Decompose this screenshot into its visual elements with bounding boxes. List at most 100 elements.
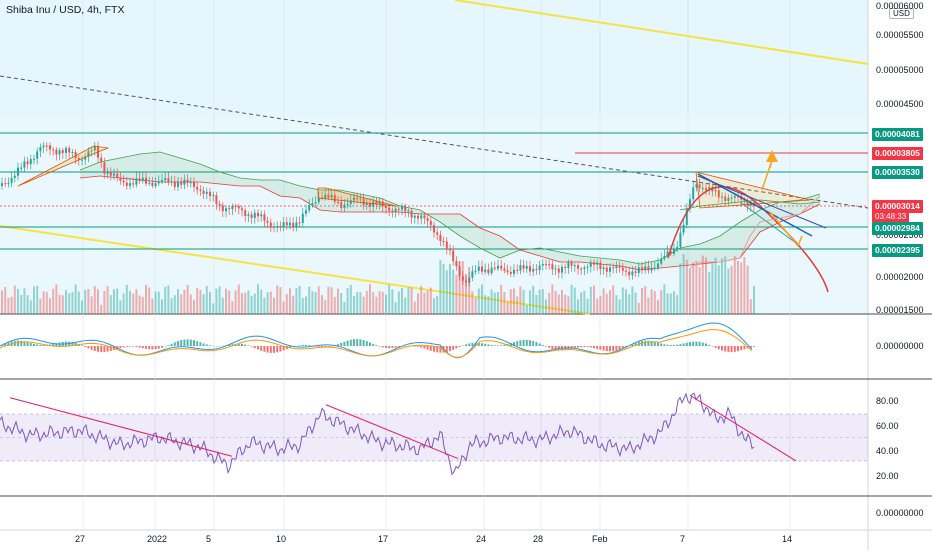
red-arc-projection	[667, 186, 829, 293]
volume-bar	[218, 286, 221, 314]
candle-body	[391, 210, 394, 212]
candle-body	[743, 199, 746, 201]
candle-body	[170, 181, 173, 183]
volume-bar	[298, 285, 301, 314]
candle-body	[362, 198, 365, 205]
volume-bar	[180, 294, 183, 314]
macd-bar	[36, 344, 39, 346]
candle-body	[55, 149, 58, 155]
macd-bar	[164, 346, 167, 347]
candle-body	[695, 184, 698, 188]
candle-body	[247, 214, 250, 217]
macd-bar	[602, 346, 605, 351]
candle-body	[381, 201, 384, 207]
volume-bar	[234, 290, 237, 314]
candle-body	[724, 196, 727, 202]
chart-title: Shiba Inu / USD, 4h, FTX	[6, 4, 125, 16]
volume-bar	[109, 295, 112, 314]
macd-bar	[7, 342, 10, 346]
candle-body	[365, 203, 368, 205]
volume-bar	[522, 289, 525, 314]
volume-bar	[209, 291, 211, 314]
volume-bar	[36, 285, 39, 314]
volume-bar	[641, 288, 643, 314]
macd-bar	[337, 344, 339, 346]
macd-bar	[740, 346, 743, 351]
volume-bar	[532, 285, 535, 314]
candle-body	[650, 268, 653, 271]
volume-bar	[673, 291, 675, 314]
volume-bar	[90, 296, 93, 314]
volume-bar	[221, 297, 224, 314]
macd-bar	[33, 343, 35, 346]
candle-body	[77, 158, 80, 160]
macd-bar	[599, 346, 602, 350]
candle-body	[666, 251, 669, 256]
macd-bar	[596, 346, 599, 349]
volume-bar	[583, 290, 586, 314]
candle-body	[503, 268, 506, 271]
volume-bar	[183, 289, 186, 314]
candle-body	[193, 182, 195, 187]
macd-bar	[145, 346, 147, 349]
macd-bar	[717, 346, 720, 350]
macd-bar	[317, 346, 320, 347]
macd-bar	[647, 340, 650, 346]
macd-bar	[100, 346, 103, 353]
candle-body	[221, 205, 224, 212]
macd-bar	[221, 345, 224, 347]
volume-bar	[23, 288, 26, 314]
volume-bar	[660, 290, 663, 314]
volume-bar	[634, 292, 637, 314]
macd-bar	[378, 346, 381, 347]
macd-bar	[81, 345, 83, 346]
candle-body	[378, 201, 381, 205]
candle-body	[589, 262, 592, 267]
candle-body	[183, 179, 186, 185]
base-line	[679, 199, 821, 211]
volume-bar	[561, 289, 563, 314]
candle-body	[215, 195, 218, 204]
volume-bar	[317, 286, 320, 314]
volume-bar	[74, 284, 77, 314]
volume-bar	[52, 288, 55, 314]
volume-bar	[525, 305, 528, 314]
macd-bar	[202, 343, 205, 346]
macd-bar	[660, 343, 663, 346]
candle-body	[36, 151, 39, 159]
volume-bar	[586, 298, 589, 314]
lagging-span	[689, 195, 821, 269]
candle-body	[372, 201, 375, 207]
volume-bar	[189, 294, 192, 314]
volume-bar	[689, 268, 691, 314]
volume-bar	[737, 260, 739, 314]
volume-bar	[746, 265, 749, 314]
volume-bar	[295, 288, 298, 314]
candle-body	[145, 177, 147, 184]
volume-bar	[749, 299, 752, 314]
candle-body	[161, 179, 163, 182]
volume-bar	[7, 297, 10, 314]
volume-bar	[666, 293, 669, 314]
candle-body	[522, 265, 525, 269]
macd-bar	[375, 345, 378, 346]
candle-body	[657, 263, 659, 268]
price-level-tag: 0.00002984	[872, 222, 923, 235]
macd-bar	[580, 346, 583, 348]
candle-body	[314, 202, 317, 204]
macd-bar	[708, 344, 711, 346]
volume-bar	[535, 294, 538, 314]
candle-body	[551, 264, 554, 270]
volume-bar	[676, 295, 679, 314]
macd-bar	[522, 339, 525, 346]
volume-bar	[423, 292, 426, 314]
candle-body	[545, 263, 547, 265]
candle-body	[500, 265, 503, 269]
currency-unit-button[interactable]: USD	[889, 8, 914, 19]
macd-bar	[689, 342, 691, 346]
macd-bar	[724, 346, 727, 352]
candle-body	[375, 201, 378, 205]
macd-bar	[119, 346, 122, 349]
macd-bar	[84, 346, 87, 347]
